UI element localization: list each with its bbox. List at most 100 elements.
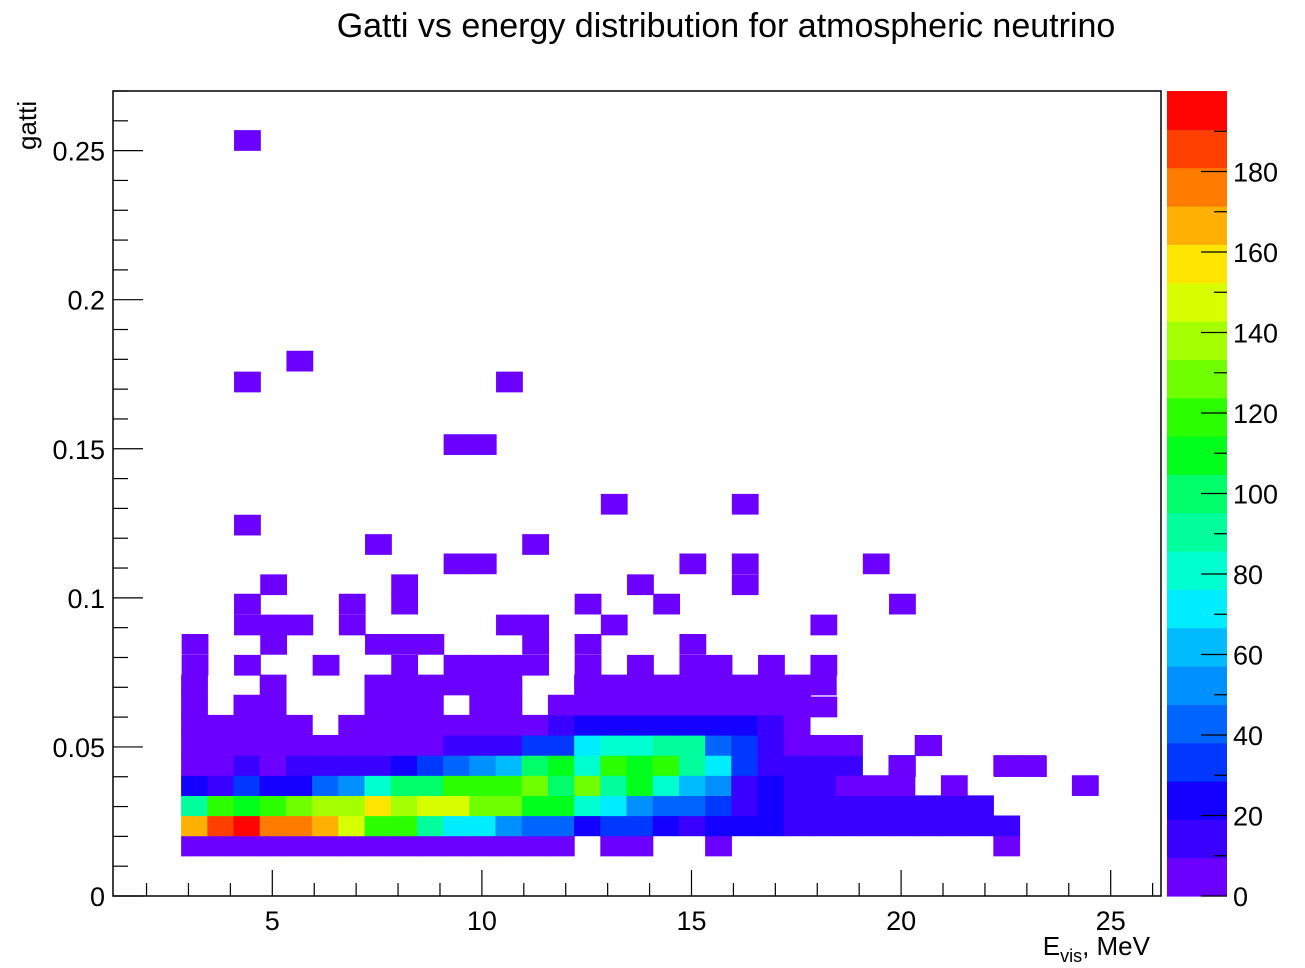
color-scale-band	[1167, 436, 1227, 475]
heatmap-cell	[391, 634, 419, 655]
heatmap-cell	[312, 775, 339, 796]
heatmap-cell	[207, 714, 235, 736]
heatmap-cell	[889, 593, 916, 615]
heatmap-cell	[390, 815, 418, 837]
y-tick-label: 0.15	[52, 435, 105, 465]
heatmap-cell	[521, 714, 549, 736]
heatmap-cell	[495, 694, 523, 716]
color-scale-band	[1167, 206, 1227, 245]
heatmap-cell	[259, 694, 287, 716]
heatmap-cell	[338, 714, 366, 736]
heatmap-cell	[207, 815, 235, 837]
heatmap-cell	[626, 694, 654, 716]
heatmap-cell	[181, 795, 208, 817]
color-scale-label: 20	[1233, 802, 1263, 832]
heatmap-cell	[390, 735, 418, 756]
heatmap-cell	[705, 735, 732, 756]
heatmap-cell	[705, 714, 732, 736]
heatmap-cell	[416, 735, 444, 756]
heatmap-cell	[627, 654, 654, 676]
heatmap-cell	[312, 815, 339, 837]
heatmap-cell	[809, 815, 837, 837]
heatmap-cell	[705, 755, 732, 776]
x-tick-label: 5	[265, 906, 280, 936]
heatmap-cell	[547, 714, 575, 736]
heatmap-cell	[547, 815, 575, 837]
heatmap-cell	[547, 835, 575, 857]
heatmap-cell	[574, 634, 602, 655]
heatmap-cell	[469, 835, 497, 857]
heatmap-cell	[914, 795, 942, 817]
heatmap-cell	[600, 493, 628, 515]
color-scale-band	[1167, 512, 1227, 552]
heatmap-cell	[600, 674, 628, 696]
heatmap-cell	[522, 634, 550, 655]
heatmap-cell	[810, 696, 838, 718]
heatmap-cell	[259, 674, 287, 696]
color-scale-label: 40	[1233, 721, 1263, 751]
heatmap-cell	[181, 775, 208, 796]
y-tick-label: 0.2	[67, 286, 105, 316]
heatmap-cell	[574, 795, 601, 817]
heatmap-cell	[391, 574, 419, 596]
heatmap-cell	[469, 694, 497, 716]
heatmap-cell	[862, 795, 890, 817]
x-axis-label-main: E	[1043, 931, 1060, 961]
heatmap-cell	[260, 614, 288, 636]
heatmap-cell	[757, 674, 785, 696]
heatmap-cell	[390, 714, 418, 736]
heatmap-cell	[836, 795, 863, 817]
plot-frame	[112, 90, 1162, 897]
heatmap-cell	[600, 714, 628, 736]
heatmap-cell	[416, 755, 444, 776]
heatmap-cell	[600, 835, 628, 857]
heatmap-cell	[338, 775, 366, 796]
heatmap-cell	[940, 795, 968, 817]
chart-title: Gatti vs energy distribution for atmosph…	[337, 7, 1116, 45]
x-axis-label: Evis, MeV	[1043, 931, 1151, 966]
heatmap-cell	[338, 614, 366, 636]
heatmap-cell	[469, 755, 497, 776]
heatmap-cell	[259, 795, 287, 817]
heatmap-cell	[521, 775, 549, 796]
heatmap-cell	[259, 735, 287, 756]
heatmap-cell	[364, 674, 392, 696]
heatmap-cell	[600, 795, 628, 817]
heatmap-cell	[390, 694, 418, 716]
heatmap-cell	[809, 735, 837, 756]
color-scale-band	[1167, 819, 1227, 859]
heatmap-cell	[652, 775, 680, 796]
heatmap-cell	[783, 815, 811, 837]
heatmap-cell	[469, 434, 497, 455]
heatmap-cell	[600, 775, 628, 796]
heatmap-cell	[678, 735, 706, 756]
heatmap-cell	[495, 714, 523, 736]
heatmap-cell	[234, 130, 261, 151]
color-scale-band	[1167, 704, 1227, 744]
heatmap-cell	[652, 674, 680, 696]
heatmap-cell	[705, 815, 732, 837]
heatmap-cell	[574, 593, 602, 615]
heatmap-cell	[678, 714, 706, 736]
heatmap-cell	[757, 755, 785, 776]
heatmap-cell	[443, 654, 471, 676]
heatmap-cell	[417, 634, 445, 655]
x-tick-label: 15	[676, 906, 706, 936]
color-scale-label: 160	[1233, 238, 1278, 268]
heatmap-cell	[810, 654, 838, 676]
heatmap-cell	[757, 775, 785, 796]
heatmap-cell	[234, 371, 261, 393]
heatmap-cell	[915, 735, 943, 757]
heatmap-cell	[731, 795, 759, 817]
heatmap-cell	[547, 755, 575, 776]
heatmap-cell	[626, 755, 654, 776]
heatmap-cell	[574, 775, 601, 796]
heatmap-cell	[967, 815, 994, 837]
heatmap-cell	[993, 756, 1021, 777]
heatmap-cell	[443, 755, 470, 776]
heatmap-cell	[836, 755, 863, 776]
heatmap-cell	[522, 614, 550, 636]
heatmap-cell	[679, 634, 707, 655]
heatmap-cell	[600, 614, 628, 636]
heatmap-cell	[207, 775, 235, 796]
